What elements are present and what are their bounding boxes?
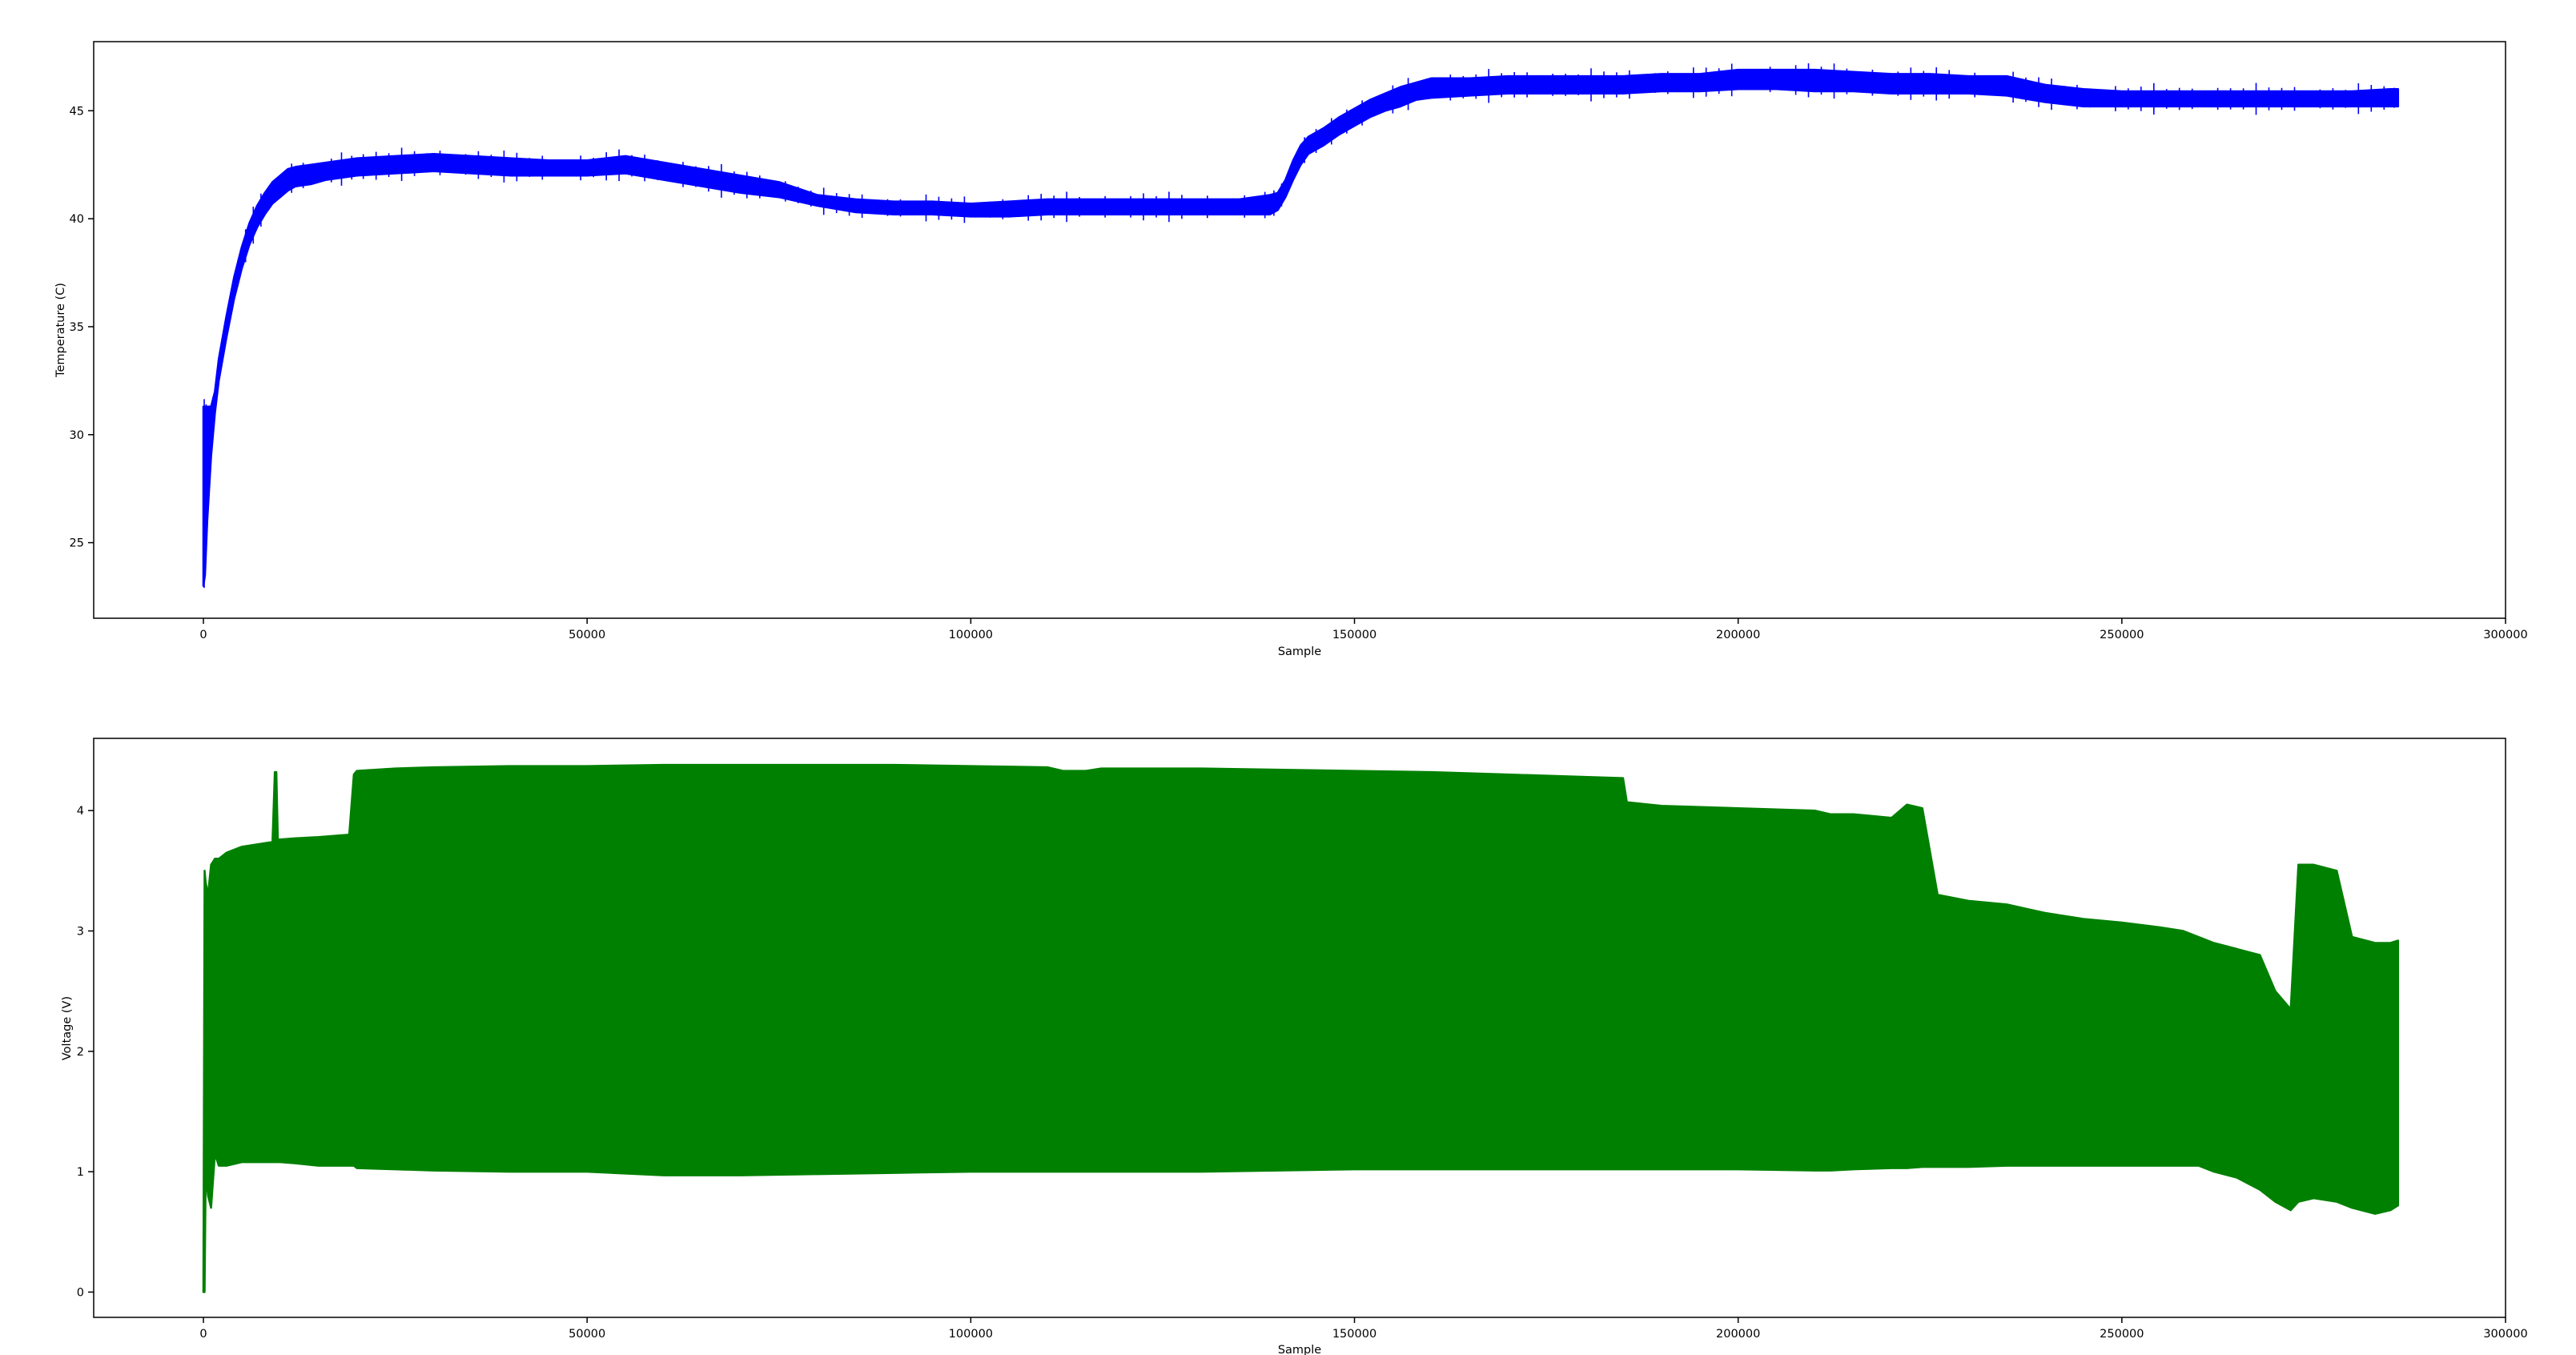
temperature-y-tick-label: 25: [70, 537, 84, 550]
voltage-y-tick-label: 0: [77, 1286, 84, 1299]
temperature-series-0: [202, 68, 2400, 587]
voltage-y-axis-label: Voltage (V): [61, 996, 74, 1060]
voltage-x-tick-label: 200000: [1716, 1328, 1760, 1341]
temperature-x-axis-label: Sample: [1278, 645, 1321, 658]
temperature-x-axis: 0 50000 100000 150000 200000 250000 300000: [199, 618, 2528, 641]
temperature-x-tick-label: 200000: [1716, 629, 1760, 641]
voltage-plot-frame: [93, 738, 2506, 1318]
temperature-y-axis-label: Temperature (C): [54, 283, 67, 378]
voltage-x-axis-label: Sample: [1278, 1344, 1321, 1355]
temperature-series: [202, 63, 2400, 589]
temperature-x-tick-label: 250000: [2100, 629, 2144, 641]
temperature-y-tick-label: 40: [70, 213, 84, 226]
temperature-y-tick-label: 35: [70, 321, 84, 334]
voltage-y-tick-label: 3: [77, 925, 84, 938]
temperature-x-tick-label: 100000: [949, 629, 993, 641]
voltage-x-axis: 0 50000 100000 150000 200000 250000 300000: [199, 1317, 2528, 1341]
voltage-series: [202, 763, 2400, 1293]
voltage-x-tick-label: 300000: [2483, 1328, 2527, 1341]
temperature-y-axis: 25 30 35 40 45: [70, 105, 94, 550]
voltage-y-tick-label: 2: [77, 1046, 84, 1059]
temperature-y-tick-label: 45: [70, 105, 84, 118]
voltage-x-tick-label: 50000: [569, 1328, 605, 1341]
temperature-noise-spikes: [203, 63, 2395, 589]
voltage-x-tick-label: 100000: [949, 1328, 993, 1341]
voltage-plot: 0 50000 100000 150000 200000 250000 300000 0 1 2…: [61, 738, 2528, 1355]
voltage-x-tick-label: 250000: [2100, 1328, 2144, 1341]
temperature-plot-frame: [93, 41, 2506, 619]
voltage-series-0: [202, 763, 2400, 1293]
voltage-y-axis: 0 1 2 3 4: [77, 805, 94, 1299]
voltage-x-tick-label: 150000: [1332, 1328, 1376, 1341]
temperature-y-tick-label: 30: [70, 429, 84, 442]
temperature-x-tick-label: 0: [199, 629, 207, 641]
temperature-x-tick-label: 150000: [1332, 629, 1376, 641]
temperature-x-tick-label: 300000: [2483, 629, 2527, 641]
voltage-y-tick-label: 1: [77, 1166, 84, 1179]
temperature-plot: 0 50000 100000 150000 200000 250000 300000 25 3…: [54, 41, 2528, 658]
voltage-x-tick-label: 0: [199, 1328, 207, 1341]
temperature-x-tick-label: 50000: [569, 629, 605, 641]
voltage-y-tick-label: 4: [77, 805, 84, 818]
